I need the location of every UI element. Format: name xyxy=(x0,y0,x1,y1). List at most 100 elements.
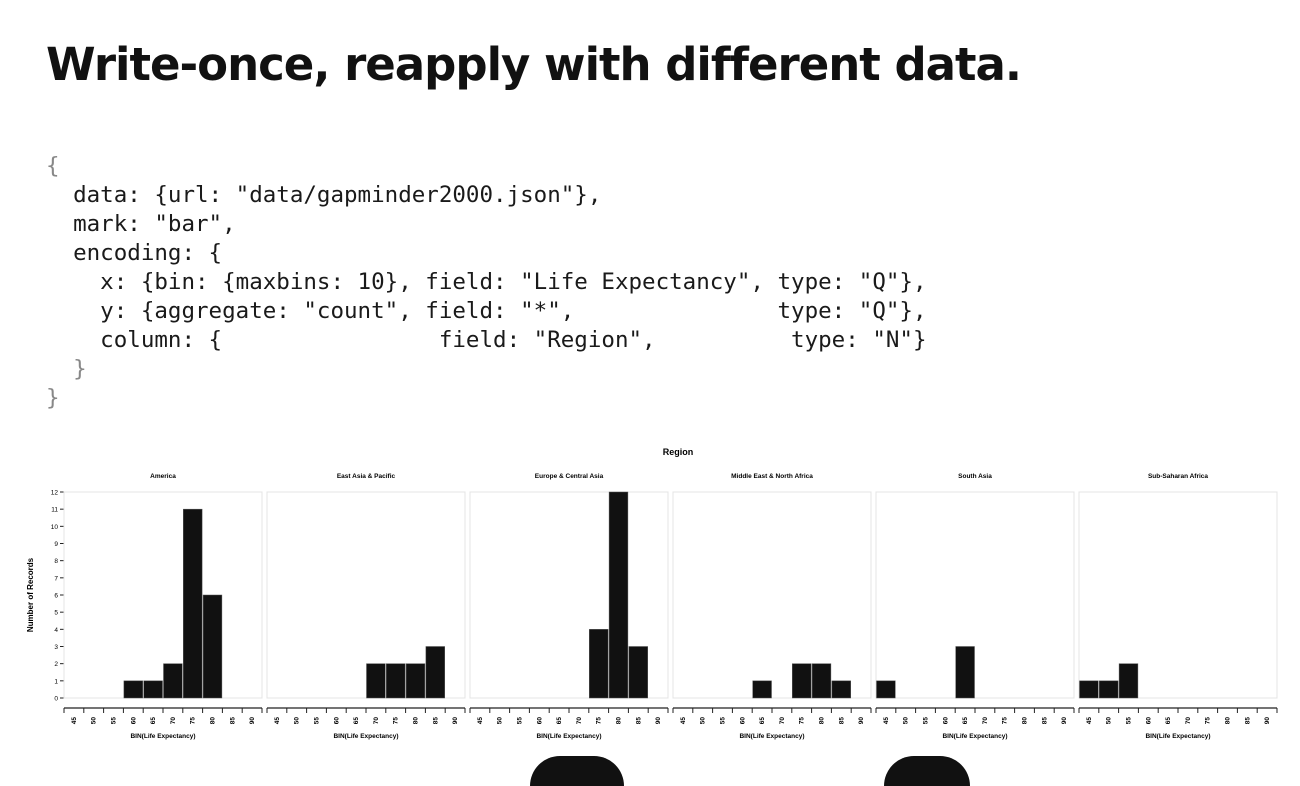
x-tick-label: 65 xyxy=(150,717,157,725)
y-tick-label: 1 xyxy=(54,678,58,685)
bar xyxy=(183,508,203,699)
code-line: { xyxy=(46,153,60,179)
y-tick-label: 2 xyxy=(54,661,58,668)
x-tick-label: 90 xyxy=(1061,717,1068,725)
x-tick-label: 80 xyxy=(1022,717,1029,725)
x-tick-label: 50 xyxy=(903,717,910,725)
x-tick-label: 70 xyxy=(373,717,380,725)
facet-frame xyxy=(672,491,872,699)
bar xyxy=(608,491,629,699)
facet-frame xyxy=(469,491,669,699)
x-tick-label: 85 xyxy=(1244,717,1251,725)
y-axis-title: Number of Records xyxy=(26,557,35,632)
bar xyxy=(792,663,812,699)
x-tick-label: 55 xyxy=(111,717,118,725)
x-tick-label: 65 xyxy=(759,717,766,725)
code-line: encoding: { xyxy=(46,240,223,266)
x-tick-label: 80 xyxy=(413,717,420,725)
x-tick-label: 85 xyxy=(229,717,236,725)
facet-header: East Asia & Pacific xyxy=(337,473,396,480)
x-tick-label: 80 xyxy=(210,717,217,725)
x-tick-label: 50 xyxy=(700,717,707,725)
x-tick-label: 45 xyxy=(883,717,890,725)
code-line: column: { field: "Region", type: "N"} xyxy=(46,327,927,353)
bar xyxy=(202,594,223,699)
x-tick-label: 60 xyxy=(1145,717,1152,725)
slide-title: Write-once, reapply with different data. xyxy=(46,38,1022,91)
x-tick-label: 60 xyxy=(942,717,949,725)
facet-frame xyxy=(1078,491,1278,699)
bar xyxy=(876,680,896,699)
x-tick-label: 50 xyxy=(497,717,504,725)
bar xyxy=(628,646,648,699)
x-tick-label: 45 xyxy=(680,717,687,725)
x-axis-title: BIN(Life Expectancy) xyxy=(333,733,398,740)
bar xyxy=(955,646,975,699)
x-tick-label: 65 xyxy=(962,717,969,725)
x-tick-label: 65 xyxy=(353,717,360,725)
x-tick-label: 70 xyxy=(576,717,583,725)
code-line: mark: "bar", xyxy=(46,211,236,237)
x-axis-title: BIN(Life Expectancy) xyxy=(1145,733,1210,740)
code-line: } xyxy=(46,356,87,382)
x-tick-label: 90 xyxy=(655,717,662,725)
x-tick-label: 80 xyxy=(819,717,826,725)
x-tick-label: 75 xyxy=(596,717,603,725)
audience-head-silhouette xyxy=(530,756,624,786)
x-tick-label: 90 xyxy=(1264,717,1271,725)
bar xyxy=(405,663,426,699)
bar xyxy=(1099,680,1119,699)
x-tick-label: 85 xyxy=(432,717,439,725)
bar xyxy=(1079,680,1099,699)
y-tick-label: 3 xyxy=(54,644,58,651)
x-tick-label: 90 xyxy=(452,717,459,725)
code-line: data: {url: "data/gapminder2000.json"}, xyxy=(46,182,602,208)
facet-frame xyxy=(875,491,1075,699)
x-tick-label: 65 xyxy=(556,717,563,725)
x-tick-label: 80 xyxy=(1225,717,1232,725)
y-tick-label: 0 xyxy=(54,696,58,703)
bar xyxy=(425,646,445,699)
column-title: Region xyxy=(663,447,694,457)
x-tick-label: 55 xyxy=(923,717,930,725)
y-tick-label: 4 xyxy=(54,627,58,634)
x-tick-label: 50 xyxy=(1106,717,1113,725)
x-tick-label: 60 xyxy=(536,717,543,725)
y-tick-label: 9 xyxy=(54,541,58,548)
x-axis-title: BIN(Life Expectancy) xyxy=(130,733,195,740)
x-tick-label: 50 xyxy=(91,717,98,725)
y-tick-label: 8 xyxy=(54,558,58,565)
y-tick-label: 5 xyxy=(54,610,58,617)
x-tick-label: 75 xyxy=(799,717,806,725)
x-tick-label: 90 xyxy=(858,717,865,725)
x-tick-label: 70 xyxy=(170,717,177,725)
x-tick-label: 60 xyxy=(739,717,746,725)
x-tick-label: 45 xyxy=(71,717,78,725)
x-tick-label: 85 xyxy=(838,717,845,725)
code-line: } xyxy=(46,385,60,411)
x-tick-label: 60 xyxy=(333,717,340,725)
facet-frame xyxy=(63,491,263,699)
bar xyxy=(1118,663,1139,699)
y-tick-label: 11 xyxy=(51,507,58,514)
x-tick-label: 45 xyxy=(477,717,484,725)
x-tick-label: 55 xyxy=(517,717,524,725)
faceted-bar-chart: Region Number of Records 012345678910111… xyxy=(26,447,1278,740)
bar xyxy=(386,663,406,699)
x-tick-label: 75 xyxy=(1205,717,1212,725)
x-axis-title: BIN(Life Expectancy) xyxy=(536,733,601,740)
y-tick-label: 6 xyxy=(54,593,58,600)
x-tick-label: 55 xyxy=(314,717,321,725)
facet-header: South Asia xyxy=(958,473,992,480)
x-tick-label: 60 xyxy=(130,717,137,725)
facet-header: America xyxy=(150,473,176,480)
x-tick-label: 70 xyxy=(982,717,989,725)
bar xyxy=(831,680,851,699)
x-tick-label: 45 xyxy=(1086,717,1093,725)
code-line: x: {bin: {maxbins: 10}, field: "Life Exp… xyxy=(46,269,927,295)
y-tick-label: 12 xyxy=(51,490,59,497)
x-tick-label: 90 xyxy=(249,717,256,725)
facet-header: Europe & Central Asia xyxy=(535,473,604,480)
y-tick-label: 10 xyxy=(51,524,59,531)
